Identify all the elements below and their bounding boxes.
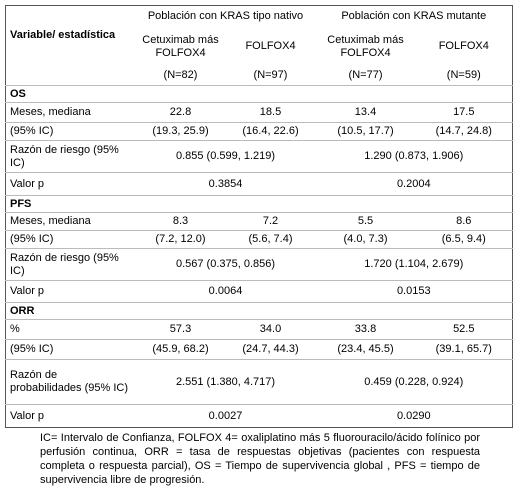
- table-cell: Meses, mediana: [5, 212, 136, 231]
- table-cell: (23.4, 45.5): [315, 339, 416, 360]
- table-cell: 0.855 (0.599, 1.219): [135, 140, 316, 173]
- table-row: OS: [5, 85, 513, 103]
- table-cell: Valor p: [5, 172, 136, 196]
- table-cell: 8.6: [415, 212, 513, 231]
- table-cell: (N=82): [163, 68, 198, 81]
- table-cell: (95% IC): [5, 230, 136, 249]
- table-row: Cetuximab más FOLFOX4 FOLFOX4 Cetuximab má…: [6, 28, 513, 66]
- table-cell: 33.8: [315, 319, 416, 340]
- table-cell: 34.0: [225, 319, 316, 340]
- table-cell: Variable/ estadística: [10, 29, 116, 42]
- table-cell: 0.0027: [135, 404, 316, 428]
- table-cell: 7.2: [225, 212, 316, 231]
- table-row: Meses, mediana 22.8 18.5 13.4 17.5: [5, 102, 513, 123]
- table-row: Razón de probabilidades (95% IC) 2.551 (1…: [5, 359, 513, 405]
- table-cell: (10.5, 17.7): [315, 122, 416, 141]
- table-cell: 52.5: [415, 319, 513, 340]
- table-cell: Población con KRAS tipo nativo: [147, 10, 304, 23]
- table-cell: (95% IC): [5, 122, 136, 141]
- table-cell: (14.7, 24.8): [415, 122, 513, 141]
- table-cell: 2.551 (1.380, 4.717): [135, 359, 316, 405]
- table-cell: (N=97): [253, 68, 288, 81]
- table-cell: Razón de probabilidades (95% IC): [5, 359, 136, 405]
- table-cell: 57.3: [135, 319, 226, 340]
- table-cell: Cetuximab más FOLFOX4: [142, 33, 219, 59]
- table-cell: %: [5, 319, 136, 340]
- table-cell: Razón de riesgo (95% IC): [5, 248, 136, 281]
- table-cell: FOLFOX4: [245, 40, 296, 52]
- table-cell: 0.567 (0.375, 0.856): [135, 248, 316, 281]
- table-cell: 17.5: [415, 102, 513, 123]
- table-cell: 13.4: [315, 102, 416, 123]
- table-cell: (39.1, 65.7): [415, 339, 513, 360]
- table-cell: 0.0153: [315, 280, 513, 303]
- table-row: Razón de riesgo (95% IC) 0.855 (0.599, 1.…: [5, 140, 513, 173]
- table-cell: (19.3, 25.9): [135, 122, 226, 141]
- table-cell: 8.3: [135, 212, 226, 231]
- table-row: (95% IC) (7.2, 12.0) (5.6, 7.4) (4.0, 7.3)(…: [5, 230, 513, 249]
- table-cell: 5.5: [315, 212, 416, 231]
- table-cell: 18.5: [225, 102, 316, 123]
- table-cell: 0.0064: [135, 280, 316, 303]
- table-cell: (5.6, 7.4): [225, 230, 316, 249]
- table-row: (N=82) (N=97) (N=77) (N=59): [6, 66, 513, 86]
- results-table: Variable/ estadística Población con KRAS …: [5, 5, 514, 428]
- table-row: Valor p 0.0027 0.0290: [5, 404, 513, 428]
- table-cell: 1.290 (0.873, 1.906): [315, 140, 513, 173]
- table-row: Valor p 0.0064 0.0153: [5, 280, 513, 303]
- table-cell: Cetuximab más FOLFOX4: [327, 33, 404, 59]
- table-cell: (16.4, 22.6): [225, 122, 316, 141]
- table-cell: OS: [5, 85, 513, 103]
- table-row: Meses, mediana 8.3 7.2 5.5 8.6: [5, 212, 513, 231]
- table-cell: 22.8: [135, 102, 226, 123]
- table-cell: 0.459 (0.228, 0.924): [315, 359, 513, 405]
- table-cell: PFS: [5, 195, 513, 213]
- table-row: Valor p 0.3854 0.2004: [5, 172, 513, 196]
- table-row: PFS: [5, 195, 513, 213]
- table-row: % 57.3 34.0 33.8 52.5: [5, 319, 513, 340]
- table-cell: (N=59): [446, 68, 481, 81]
- table-row: ORR: [5, 302, 513, 320]
- table-cell: 0.2004: [315, 172, 513, 196]
- table-cell: (45.9, 68.2): [135, 339, 226, 360]
- table-row: (95% IC) (19.3, 25.9) (16.4, 22.6) (10.5, 1…: [5, 122, 513, 141]
- table-row: Variable/ estadística Población con KRAS …: [6, 6, 513, 41]
- table-cell: 0.3854: [135, 172, 316, 196]
- table-cell: ORR: [5, 302, 513, 320]
- table-cell: FOLFOX4: [438, 40, 489, 52]
- table-cell: (95% IC): [5, 339, 136, 360]
- table-cell: (7.2, 12.0): [135, 230, 226, 249]
- table-cell: Población con KRAS mutante: [341, 10, 487, 23]
- table-cell: (6.5, 9.4): [415, 230, 513, 249]
- table-cell: (4.0, 7.3): [315, 230, 416, 249]
- table-cell: (24.7, 44.3): [225, 339, 316, 360]
- table-row: (95% IC) (45.9, 68.2) (24.7, 44.3) (23.4, 4…: [5, 339, 513, 360]
- table-cell: Meses, mediana: [5, 102, 136, 123]
- table-cell: 0.0290: [315, 404, 513, 428]
- table-cell: (N=77): [348, 68, 383, 81]
- table-cell: Valor p: [5, 404, 136, 428]
- footnote: IC= Intervalo de Confianza, FOLFOX 4= ox…: [40, 432, 480, 486]
- table-cell: 1.720 (1.104, 2.679): [315, 248, 513, 281]
- table-row: Razón de riesgo (95% IC) 0.567 (0.375, 0.…: [5, 248, 513, 281]
- table-cell: Valor p: [5, 280, 136, 303]
- table-cell: Razón de riesgo (95% IC): [5, 140, 136, 173]
- table-cell: [6, 66, 136, 86]
